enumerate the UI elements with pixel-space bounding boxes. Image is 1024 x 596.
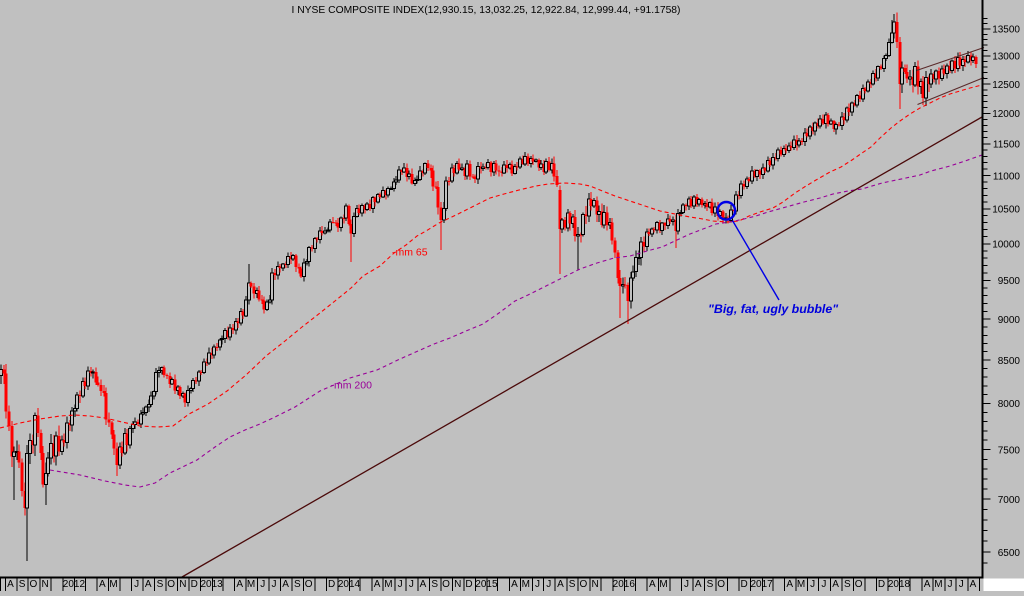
- svg-text:D: D: [740, 579, 747, 590]
- svg-text:J: J: [948, 579, 953, 590]
- svg-text:M: M: [522, 579, 530, 590]
- svg-text:I NYSE COMPOSITE INDEX(12,930.: I NYSE COMPOSITE INDEX(12,930.15, 13,032…: [292, 5, 681, 16]
- svg-text:A: A: [786, 579, 793, 590]
- svg-text:8000: 8000: [998, 399, 1021, 410]
- svg-text:10500: 10500: [992, 205, 1020, 216]
- svg-text:S: S: [294, 579, 301, 590]
- svg-text:J: J: [684, 579, 689, 590]
- svg-text:A: A: [924, 579, 931, 590]
- svg-text:6500: 6500: [998, 548, 1021, 559]
- svg-text:D: D: [191, 579, 198, 590]
- svg-text:O: O: [717, 579, 725, 590]
- svg-text:M: M: [109, 579, 117, 590]
- svg-text:12000: 12000: [992, 109, 1020, 120]
- svg-text:A: A: [99, 579, 106, 590]
- svg-text:J: J: [810, 579, 815, 590]
- svg-text:A: A: [695, 579, 702, 590]
- svg-text:A: A: [511, 579, 518, 590]
- svg-text:J: J: [272, 579, 277, 590]
- svg-text:N: N: [454, 579, 461, 590]
- svg-text:A: A: [970, 579, 977, 590]
- svg-text:"Big, fat, ugly bubble": "Big, fat, ugly bubble": [708, 302, 838, 316]
- svg-text:J: J: [535, 579, 540, 590]
- svg-text:2014: 2014: [338, 579, 361, 590]
- svg-text:A: A: [374, 579, 381, 590]
- svg-text:J: J: [959, 579, 964, 590]
- svg-text:-mm 200: -mm 200: [331, 380, 373, 392]
- svg-text:A: A: [420, 579, 427, 590]
- svg-text:A: A: [832, 579, 839, 590]
- svg-text:D: D: [465, 579, 472, 590]
- svg-text:O: O: [855, 579, 863, 590]
- svg-text:J: J: [409, 579, 414, 590]
- svg-text:2017: 2017: [750, 579, 773, 590]
- svg-text:2015: 2015: [475, 579, 498, 590]
- svg-text:M: M: [659, 579, 667, 590]
- svg-text:O: O: [580, 579, 588, 590]
- svg-text:A: A: [282, 579, 289, 590]
- svg-text:M: M: [934, 579, 942, 590]
- svg-text:O: O: [167, 579, 175, 590]
- svg-text:7000: 7000: [998, 495, 1021, 506]
- svg-text:A: A: [557, 579, 564, 590]
- svg-text:D: D: [878, 579, 885, 590]
- svg-text:J: J: [134, 579, 139, 590]
- svg-text:N: N: [591, 579, 598, 590]
- svg-text:M: M: [797, 579, 805, 590]
- svg-text:9500: 9500: [998, 276, 1021, 287]
- svg-text:A: A: [145, 579, 152, 590]
- svg-text:S: S: [844, 579, 851, 590]
- svg-text:11500: 11500: [993, 140, 1021, 151]
- svg-text:9000: 9000: [998, 315, 1021, 326]
- svg-text:N: N: [179, 579, 186, 590]
- svg-text:7500: 7500: [998, 445, 1021, 456]
- svg-text:J: J: [260, 579, 265, 590]
- svg-text:11000: 11000: [993, 171, 1021, 182]
- svg-text:2018: 2018: [888, 579, 911, 590]
- svg-text:-mm 65: -mm 65: [392, 247, 428, 259]
- svg-text:13500: 13500: [992, 25, 1020, 36]
- svg-text:J: J: [821, 579, 826, 590]
- svg-text:J: J: [398, 579, 403, 590]
- svg-text:13000: 13000: [992, 52, 1020, 63]
- svg-text:S: S: [157, 579, 164, 590]
- svg-text:A: A: [236, 579, 243, 590]
- svg-text:O: O: [305, 579, 313, 590]
- svg-text:O: O: [442, 579, 450, 590]
- svg-text:S: S: [431, 579, 438, 590]
- svg-text:N: N: [41, 579, 48, 590]
- svg-text:D: D: [328, 579, 335, 590]
- svg-text:S: S: [707, 579, 714, 590]
- svg-text:10000: 10000: [992, 240, 1020, 251]
- svg-text:J: J: [546, 579, 551, 590]
- svg-text:S: S: [19, 579, 26, 590]
- svg-text:A: A: [7, 579, 14, 590]
- svg-text:8500: 8500: [998, 356, 1021, 367]
- svg-text:12500: 12500: [992, 80, 1020, 91]
- svg-text:O: O: [30, 579, 38, 590]
- svg-text:2012: 2012: [63, 579, 86, 590]
- svg-text:M: M: [247, 579, 255, 590]
- svg-text:2013: 2013: [200, 579, 223, 590]
- svg-text:S: S: [569, 579, 576, 590]
- svg-text:2016: 2016: [613, 579, 636, 590]
- svg-text:M: M: [384, 579, 392, 590]
- svg-text:A: A: [649, 579, 656, 590]
